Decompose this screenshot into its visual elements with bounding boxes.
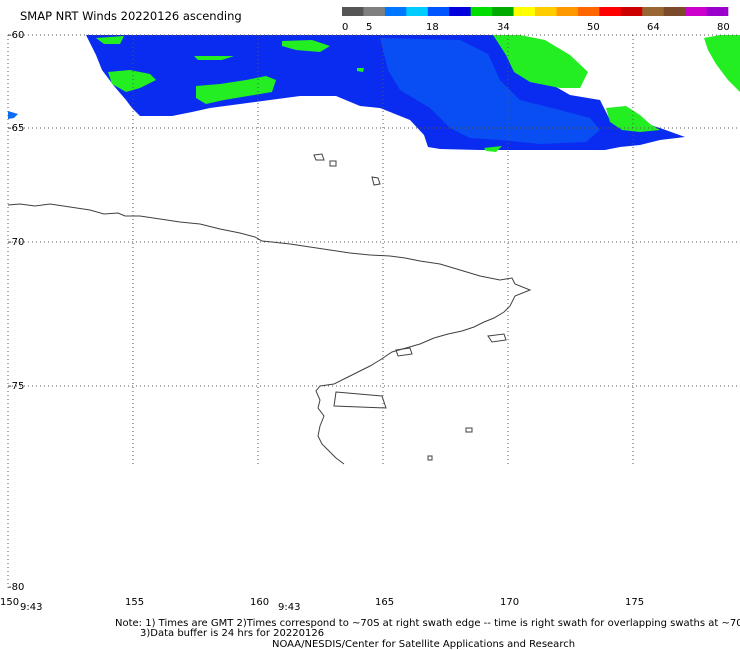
colorbar-segment [556, 7, 579, 16]
wind-swath-lightblue [380, 38, 600, 144]
lon-label-155: 155 [125, 597, 144, 608]
wind-swath [8, 35, 740, 152]
colorbar-segment [599, 7, 622, 16]
colorbar-segment [685, 7, 707, 16]
colorbar-segment [620, 7, 643, 16]
footer-note-line1: Note: 1) Times are GMT 2)Times correspon… [115, 618, 740, 629]
lon-label-175: 175 [625, 597, 644, 608]
colorbar-label: 0 [342, 22, 348, 33]
colorbar-segment [577, 7, 600, 16]
colorbar-segment [406, 7, 429, 16]
colorbar-segment [663, 7, 686, 16]
colorbar-segment [449, 7, 471, 16]
colorbar-label: 80 [717, 22, 730, 33]
lat-label-60: -60 [8, 30, 24, 41]
colorbar-segment [363, 7, 386, 16]
lon-label-170: 170 [500, 597, 519, 608]
colorbar-label: 34 [497, 22, 510, 33]
wind-swath-west-fragment [8, 111, 18, 119]
colorbar-segment [513, 7, 536, 16]
lat-label-80: -80 [8, 582, 24, 593]
colorbar-segment [642, 7, 664, 16]
lon-label-165: 165 [375, 597, 394, 608]
wind-swath-green [96, 35, 740, 152]
colorbar-label: 18 [426, 22, 439, 33]
colorbar-segment [342, 7, 364, 16]
lat-label-65: -65 [8, 123, 24, 134]
colorbar-segment [535, 7, 557, 16]
time-label-left: 9:43 [20, 602, 42, 613]
lon-label-150: 150 [0, 597, 19, 608]
antarctic-coastline [7, 153, 532, 465]
graticule-grid [7, 34, 740, 590]
colorbar-segment [470, 7, 493, 16]
wind-speed-colorbar [342, 7, 729, 16]
lon-label-160: 160 [250, 597, 269, 608]
colorbar-segment [706, 7, 729, 16]
time-label-center: 9:43 [278, 602, 300, 613]
map-title: SMAP NRT Winds 20220126 ascending [20, 9, 242, 23]
lat-label-75: -75 [8, 381, 24, 392]
colorbar-label: 5 [366, 22, 372, 33]
colorbar-segment [427, 7, 450, 16]
colorbar-labels: 0 5 18 34 50 64 80 [342, 22, 730, 33]
lat-label-70: -70 [8, 237, 24, 248]
colorbar-label: 64 [647, 22, 660, 33]
footer-note-line2: 3)Data buffer is 24 hrs for 20220126 [140, 628, 324, 639]
colorbar-label: 50 [587, 22, 600, 33]
footer-credit: NOAA/NESDIS/Center for Satellite Applica… [272, 639, 575, 650]
colorbar-segment [492, 7, 514, 16]
colorbar-segment [384, 7, 407, 16]
